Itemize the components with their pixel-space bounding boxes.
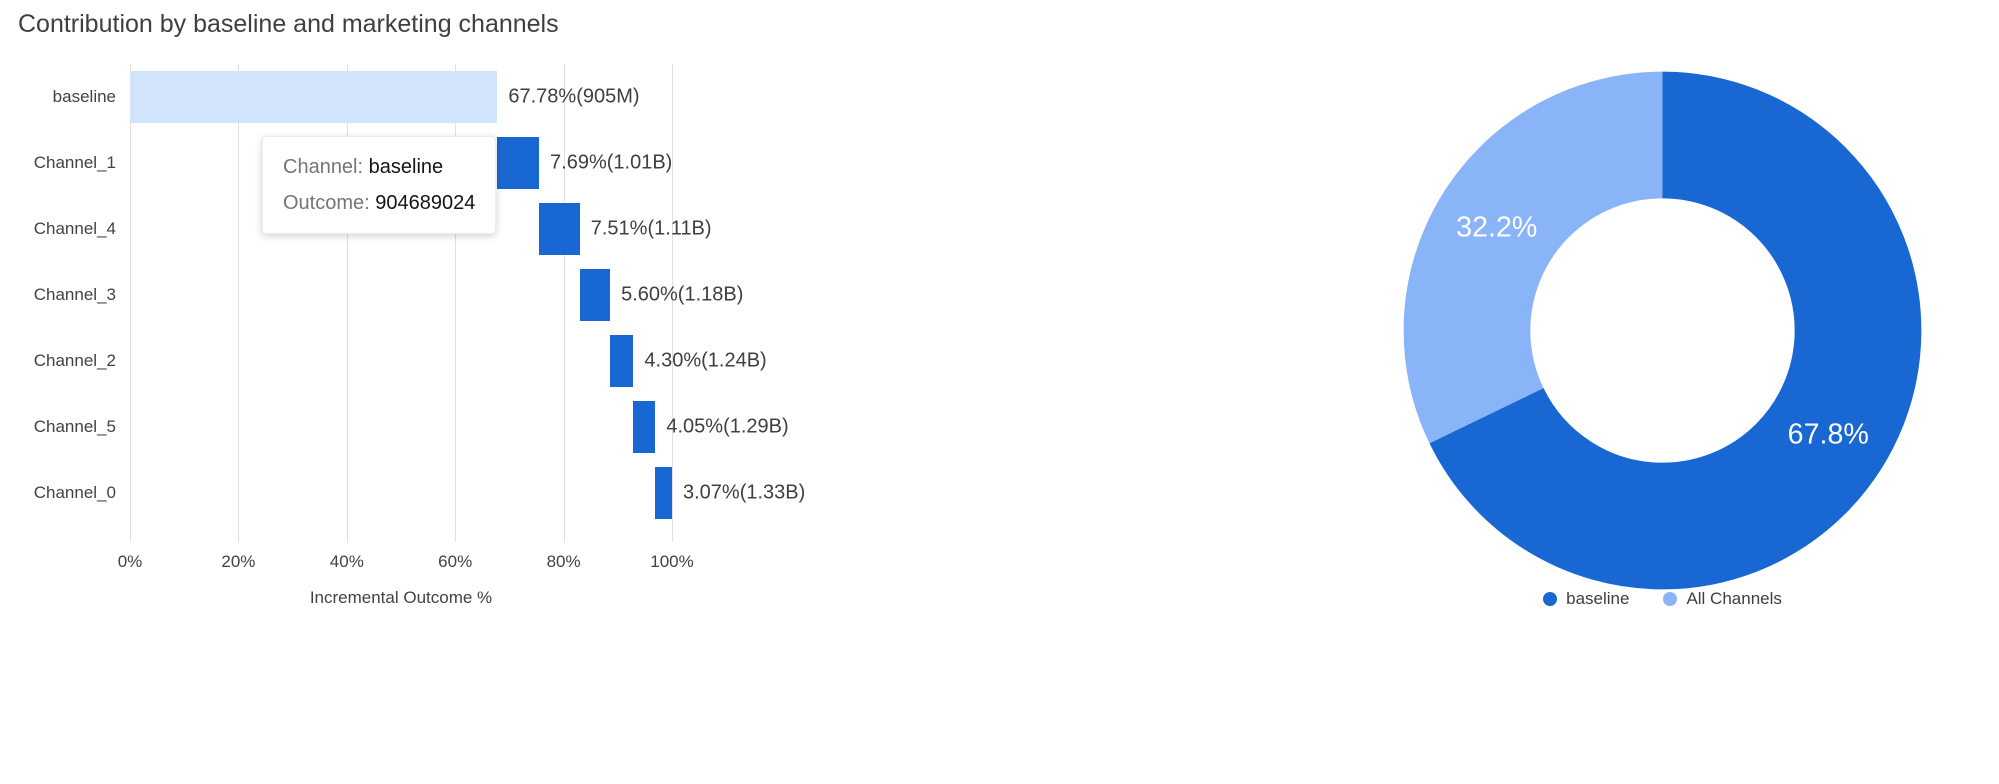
donut-slice-all-channels[interactable] <box>1403 71 1922 590</box>
waterfall-bar-channel_5[interactable] <box>633 401 656 453</box>
x-tick-label: 20% <box>221 552 256 571</box>
legend-label: baseline <box>1566 589 1630 608</box>
donut-slice-label: 67.8% <box>1788 419 1869 451</box>
waterfall-bar-channel_0[interactable] <box>655 467 672 519</box>
x-tick-label: 80% <box>546 552 581 571</box>
legend-swatch <box>1663 592 1678 606</box>
x-axis-title: Incremental Outcome % <box>309 588 493 607</box>
x-tick-label: 40% <box>329 552 364 571</box>
donut-legend: baseline All Channels <box>1390 589 1935 609</box>
tooltip-channel-row: Channel: baseline <box>283 149 475 185</box>
tooltip-outcome-value: 904689024 <box>375 192 476 214</box>
category-label-channel_0: Channel_0 <box>33 483 116 502</box>
donut-svg: 67.8% 32.2% <box>1403 71 1922 590</box>
waterfall-chart: baseline Channel_1 Channel_4 Channel_3 Chann… <box>18 64 978 644</box>
gridline <box>130 64 131 542</box>
category-label-channel_5: Channel_5 <box>33 417 116 436</box>
gridline <box>238 64 240 542</box>
category-label-baseline: baseline <box>52 87 116 106</box>
gridline <box>563 64 565 542</box>
bar-annotation-channel_5: 4.05%(1.29B) <box>666 415 789 438</box>
donut-slice-label: 32.2% <box>1456 211 1537 243</box>
chart-tooltip: Channel: baseline Outcome: 904689024 <box>262 136 497 234</box>
category-label-channel_1: Channel_1 <box>33 153 116 172</box>
tooltip-channel-value: baseline <box>368 156 444 178</box>
legend-item-all-channels: All Channels <box>1663 589 1782 609</box>
bar-annotation-channel_1: 7.69%(1.01B) <box>550 151 673 174</box>
x-axis: 0% 20% 40% 60% 80% 100% <box>118 552 750 576</box>
tooltip-outcome-label: Outcome: <box>283 192 370 214</box>
page-title: Contribution by baseline and marketing c… <box>18 10 559 38</box>
legend-item-baseline: baseline <box>1543 589 1629 609</box>
category-axis: baseline Channel_1 Channel_4 Channel_3 Chann… <box>18 64 116 526</box>
waterfall-plot: 67.78%(905M) 7.69%(1.01B) 7.51%(1.11B) 5.60… <box>130 64 950 542</box>
waterfall-bar-channel_3[interactable] <box>579 269 611 321</box>
legend-swatch <box>1543 592 1558 606</box>
bar-annotation-channel_2: 4.30%(1.24B) <box>644 349 767 372</box>
legend-label: All Channels <box>1686 589 1782 608</box>
waterfall-bar-channel_1[interactable] <box>497 137 540 189</box>
gridline <box>455 64 457 542</box>
tooltip-channel-label: Channel: <box>283 156 364 178</box>
x-tick-label: 100% <box>650 552 694 571</box>
waterfall-bar-channel_2[interactable] <box>610 335 634 387</box>
waterfall-bar-channel_4[interactable] <box>539 203 580 255</box>
x-tick-label: 60% <box>438 552 473 571</box>
category-label-channel_3: Channel_3 <box>33 285 116 304</box>
bar-annotation-channel_0: 3.07%(1.33B) <box>683 481 806 504</box>
category-label-channel_2: Channel_2 <box>33 351 116 370</box>
x-tick-label: 0% <box>117 552 143 571</box>
donut-chart: 67.8% 32.2% baseline All Channels <box>1390 58 1935 609</box>
category-label-channel_4: Channel_4 <box>33 219 116 238</box>
bar-annotation-channel_3: 5.60%(1.18B) <box>621 283 744 306</box>
waterfall-bar-baseline[interactable] <box>130 71 498 123</box>
gridline <box>672 64 673 542</box>
bar-annotation-baseline: 67.78%(905M) <box>508 85 640 108</box>
tooltip-outcome-row: Outcome: 904689024 <box>283 185 475 221</box>
gridline <box>346 64 348 542</box>
bar-annotation-channel_4: 7.51%(1.11B) <box>590 217 712 240</box>
